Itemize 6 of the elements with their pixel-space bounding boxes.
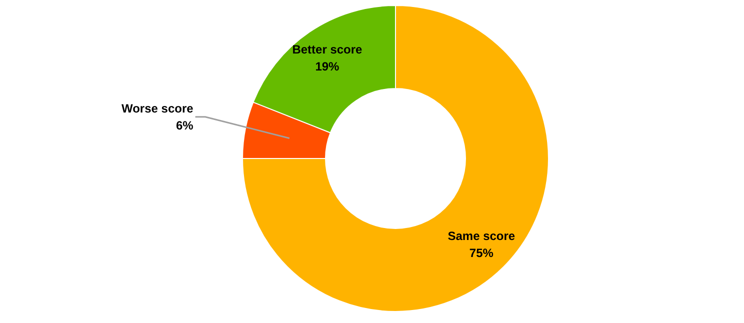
slice-label: Same score — [448, 229, 516, 244]
data-label: 6% — [176, 118, 194, 132]
slice-label: Better score — [292, 42, 363, 57]
data-label: 75% — [469, 246, 494, 260]
data-label: 19% — [315, 59, 340, 74]
slice-label: Worse score — [121, 101, 194, 116]
